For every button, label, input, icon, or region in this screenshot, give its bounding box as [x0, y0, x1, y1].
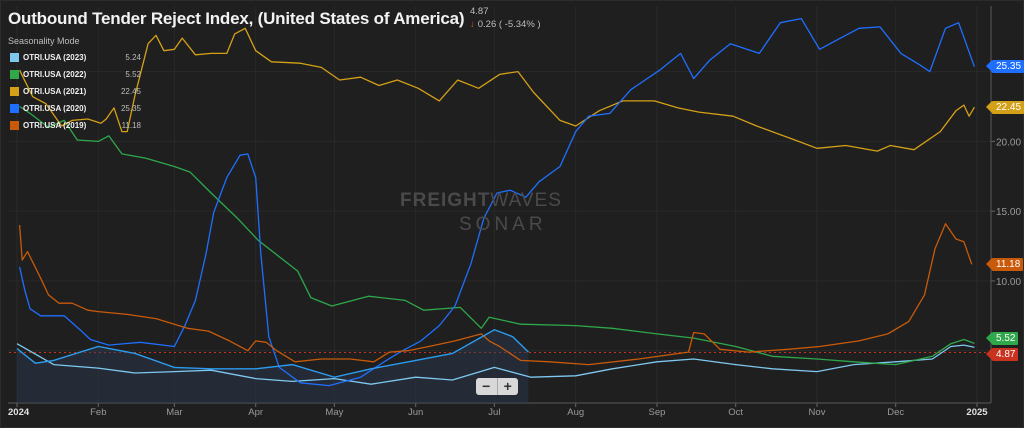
x-tick-label: Oct: [728, 407, 743, 418]
legend-value: 25.35: [120, 104, 141, 113]
legend-label: OTRI.USA (2022): [23, 70, 87, 79]
legend-label: OTRI.USA (2020): [23, 104, 87, 113]
x-tick-label: May: [325, 407, 343, 418]
legend-label: OTRI.USA (2021): [23, 87, 87, 96]
zoom-controls: − +: [476, 378, 518, 395]
series-line-2019: [18, 223, 973, 366]
legend-item[interactable]: OTRI.USA (2020) 25.35: [10, 100, 141, 117]
series-line-2020: [18, 17, 976, 387]
legend-value: 5.24: [125, 53, 141, 62]
current-series-area: [17, 329, 529, 403]
legend-swatch: [10, 53, 19, 62]
x-tick-label: Mar: [166, 407, 182, 418]
legend-value: 11.18: [121, 121, 141, 130]
legend-item[interactable]: OTRI.USA (2019) 11.18: [10, 117, 141, 134]
seasonality-mode-label: Seasonality Mode: [8, 36, 80, 46]
change-text: 0.26 ( -5.34% ): [477, 19, 541, 30]
last-value-label: 25.35: [985, 60, 1024, 74]
watermark-brand-thin: WAVES: [490, 190, 562, 211]
legend: OTRI.USA (2023) 5.24 OTRI.USA (2022) 5.52 OT…: [10, 49, 141, 134]
legend-label: OTRI.USA (2019): [23, 121, 87, 130]
last-value-label: 22.45: [985, 100, 1024, 114]
x-tick-label: Apr: [248, 407, 263, 418]
x-tick-label: Sep: [649, 407, 666, 418]
zoom-out-button[interactable]: −: [476, 378, 498, 395]
legend-value: 5.52: [125, 70, 141, 79]
x-tick-label: 2024: [8, 407, 30, 418]
current-series-line: [16, 328, 529, 378]
x-tick-label: Feb: [90, 407, 106, 418]
legend-swatch: [10, 70, 19, 79]
legend-value: 22.45: [120, 87, 141, 96]
legend-label: OTRI.USA (2023): [23, 53, 87, 62]
chart-title: Outbound Tender Reject Index, (United St…: [8, 9, 465, 28]
sonar-watermark: SONAR: [459, 214, 547, 235]
x-tick-label: 2025: [966, 407, 988, 418]
y-tick-label: 15.00: [996, 207, 1021, 218]
legend-swatch: [10, 87, 19, 96]
watermark-brand-bold: FREIGHT: [400, 190, 491, 211]
last-value-label: 5.52: [985, 331, 1019, 345]
last-value-label: 4.87: [985, 347, 1019, 361]
legend-item[interactable]: OTRI.USA (2021) 22.45: [10, 83, 141, 100]
legend-item[interactable]: OTRI.USA (2023) 5.24: [10, 49, 141, 66]
series-line-2023: [16, 343, 975, 385]
x-tick-label: Nov: [809, 407, 826, 418]
zoom-in-button[interactable]: +: [503, 378, 512, 394]
legend-swatch: [10, 121, 19, 130]
last-value: 4.87: [470, 6, 489, 17]
legend-swatch: [10, 104, 19, 113]
change-value: ↓ 0.26 ( -5.34% ): [470, 19, 541, 30]
x-tick-label: Aug: [567, 407, 584, 418]
legend-item[interactable]: OTRI.USA (2022) 5.52: [10, 66, 141, 83]
x-tick-label: Dec: [887, 407, 904, 418]
last-value-label: 11.18: [985, 257, 1024, 271]
x-tick-label: Jul: [488, 407, 500, 418]
y-tick-label: 20.00: [996, 137, 1021, 148]
x-tick-label: Jun: [408, 407, 423, 418]
series-line-2021: [19, 27, 975, 152]
freightwaves-watermark: FREIGHTWAVES: [400, 190, 562, 211]
arrow-down-icon: ↓: [470, 19, 475, 30]
y-tick-label: 10.00: [996, 277, 1021, 288]
series-line-2022: [19, 105, 975, 366]
